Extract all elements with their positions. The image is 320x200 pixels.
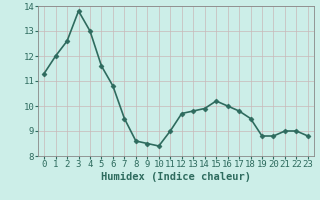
- X-axis label: Humidex (Indice chaleur): Humidex (Indice chaleur): [101, 172, 251, 182]
